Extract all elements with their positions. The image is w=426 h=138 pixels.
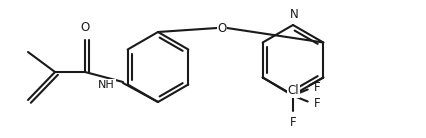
- Text: F: F: [314, 97, 320, 110]
- Text: NH: NH: [98, 80, 115, 90]
- Text: N: N: [290, 8, 298, 21]
- Text: Cl: Cl: [288, 84, 299, 97]
- Text: F: F: [314, 81, 320, 94]
- Text: O: O: [217, 22, 227, 34]
- Text: O: O: [81, 21, 89, 34]
- Text: F: F: [289, 116, 296, 129]
